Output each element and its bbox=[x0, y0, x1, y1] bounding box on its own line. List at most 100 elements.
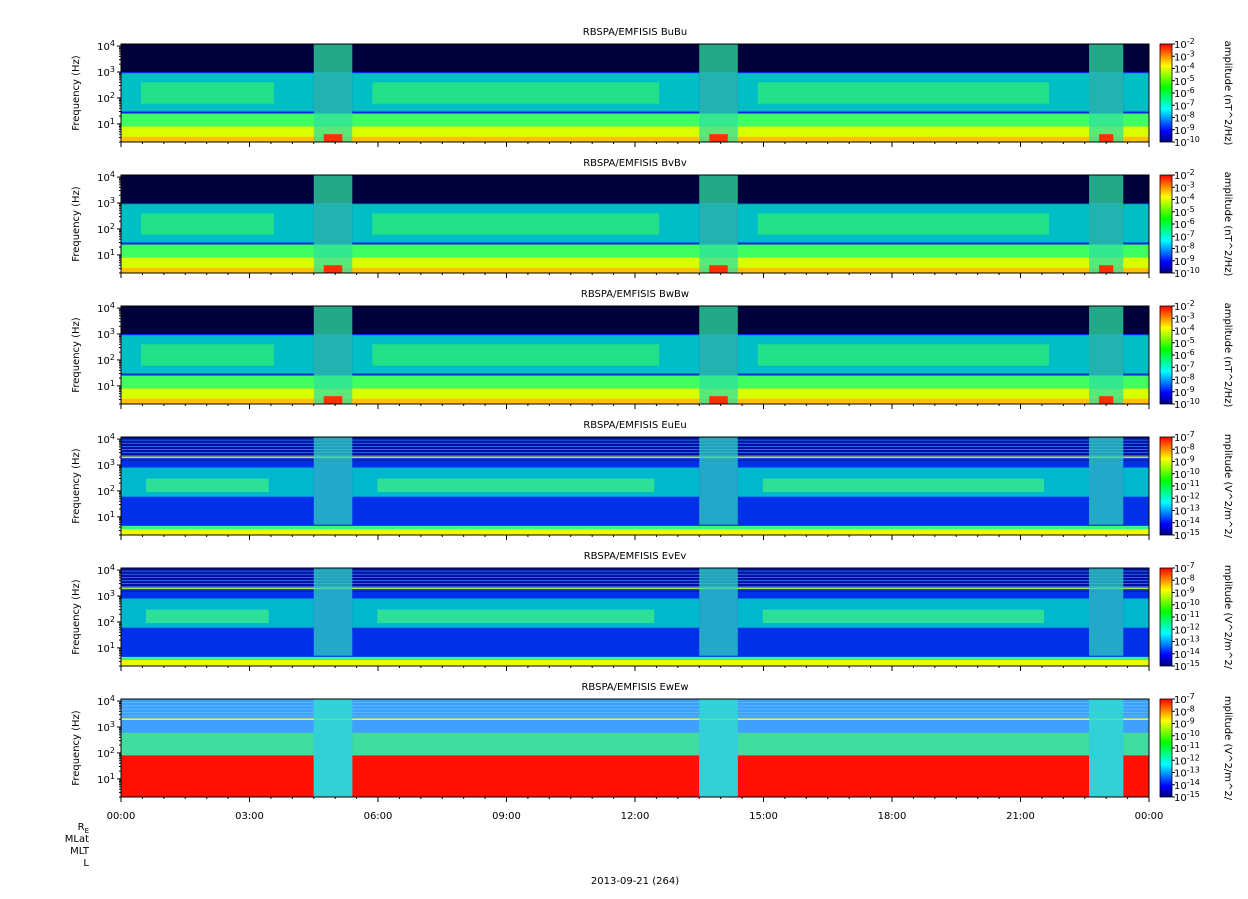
panel-title: RBSPA/EMFISIS BwBw bbox=[581, 289, 689, 300]
y-tick-label: 102 bbox=[97, 484, 115, 498]
colorbar-label: amplitude (nT^2/Hz) bbox=[1222, 172, 1233, 277]
ephemeris-label: MLT bbox=[70, 846, 90, 857]
colorbar-tick-label: 10-11 bbox=[1174, 610, 1200, 624]
colorbar-tick-label: 10-12 bbox=[1174, 622, 1200, 636]
y-tick-label: 103 bbox=[97, 458, 115, 472]
y-tick-label: 101 bbox=[97, 248, 115, 262]
colorbar-tick-label: 10-5 bbox=[1174, 74, 1195, 88]
colorbar-label: mplitude (V^2/m^2/ bbox=[1222, 434, 1233, 539]
y-tick-label: 104 bbox=[97, 170, 115, 184]
colorbar-tick-label: 10-7 bbox=[1174, 360, 1195, 374]
perigee-crossing bbox=[1089, 44, 1124, 142]
y-axis-label: Frequency (Hz) bbox=[71, 448, 82, 524]
perigee-crossing bbox=[1089, 699, 1124, 797]
colorbar-tick-label: 10-8 bbox=[1174, 704, 1195, 718]
y-tick-label: 101 bbox=[97, 117, 115, 131]
y-tick-label: 102 bbox=[97, 746, 115, 760]
colorbar bbox=[1159, 305, 1173, 405]
perigee-crossing bbox=[323, 396, 343, 404]
perigee-crossing bbox=[1099, 396, 1114, 404]
colorbar-tick-label: 10-3 bbox=[1174, 49, 1195, 63]
y-tick-label: 104 bbox=[97, 694, 115, 708]
colorbar-tick-label: 10-8 bbox=[1174, 111, 1195, 125]
colorbar-tick-label: 10-13 bbox=[1174, 504, 1200, 518]
x-tick-label: 03:00 bbox=[235, 811, 264, 822]
perigee-crossing bbox=[1089, 175, 1124, 273]
colorbar-tick-label: 10-10 bbox=[1174, 266, 1200, 280]
x-tick-label: 06:00 bbox=[364, 811, 393, 822]
perigee-crossing bbox=[313, 437, 353, 525]
y-tick-label: 101 bbox=[97, 772, 115, 786]
lf-band bbox=[121, 267, 1149, 273]
x-tick-label: 00:00 bbox=[1135, 811, 1164, 822]
hiss-core bbox=[146, 609, 269, 624]
colorbar-tick-label: 10-6 bbox=[1174, 348, 1195, 362]
colorbar-tick-label: 10-2 bbox=[1174, 37, 1195, 51]
noise-floor bbox=[121, 306, 1149, 334]
colorbar-tick-label: 10-6 bbox=[1174, 86, 1195, 100]
y-tick-label: 102 bbox=[97, 615, 115, 629]
y-tick-label: 101 bbox=[97, 641, 115, 655]
hiss-band bbox=[121, 732, 314, 756]
colorbar-tick-label: 10-9 bbox=[1174, 717, 1195, 731]
hiss-core bbox=[377, 609, 655, 624]
lf-band bbox=[121, 136, 1149, 142]
colorbar-label: amplitude (nT^2/Hz) bbox=[1222, 41, 1233, 146]
perigee-crossing bbox=[699, 44, 738, 142]
perigee-crossing bbox=[313, 175, 353, 273]
colorbar bbox=[1159, 436, 1173, 536]
colorbar-tick-label: 10-4 bbox=[1174, 193, 1195, 207]
colorbar-tick-label: 10-2 bbox=[1174, 299, 1195, 313]
perigee-crossing bbox=[1099, 265, 1114, 273]
hiss-core bbox=[141, 213, 274, 235]
lf-band bbox=[121, 113, 1149, 127]
colorbar-tick-label: 10-10 bbox=[1174, 729, 1200, 743]
colorbar-tick-label: 10-11 bbox=[1174, 479, 1200, 493]
lf-band bbox=[121, 656, 1149, 661]
colorbar-tick-label: 10-9 bbox=[1174, 586, 1195, 600]
y-tick-label: 104 bbox=[97, 432, 115, 446]
y-tick-label: 104 bbox=[97, 301, 115, 315]
y-axis-label: Frequency (Hz) bbox=[71, 55, 82, 131]
y-axis-label: Frequency (Hz) bbox=[71, 317, 82, 393]
spectrogram-image bbox=[121, 175, 1149, 273]
hiss-core bbox=[377, 478, 655, 493]
colorbar-tick-label: 10-11 bbox=[1174, 741, 1200, 755]
colorbar-tick-label: 10-12 bbox=[1174, 753, 1200, 767]
colorbar-tick-label: 10-7 bbox=[1174, 98, 1195, 112]
hiss-core bbox=[372, 344, 660, 366]
perigee-crossing bbox=[709, 265, 728, 273]
y-tick-label: 102 bbox=[97, 353, 115, 367]
colorbar-tick-label: 10-3 bbox=[1174, 180, 1195, 194]
date-label: 2013-09-21 (264) bbox=[591, 876, 679, 887]
perigee-crossing bbox=[1089, 568, 1124, 656]
perigee-crossing bbox=[313, 568, 353, 656]
colorbar-tick-label: 10-8 bbox=[1174, 442, 1195, 456]
y-tick-label: 103 bbox=[97, 589, 115, 603]
panel-title: RBSPA/EMFISIS BvBv bbox=[583, 158, 687, 169]
colorbar-tick-label: 10-14 bbox=[1174, 647, 1200, 661]
perigee-crossing bbox=[699, 306, 738, 404]
colorbar-tick-label: 10-13 bbox=[1174, 766, 1200, 780]
y-tick-label: 104 bbox=[97, 39, 115, 53]
y-tick-label: 101 bbox=[97, 379, 115, 393]
spectrogram-panel: RBSPA/EMFISIS EvEv 101 102 103 104 Frequency … bbox=[71, 551, 1233, 673]
colorbar-tick-label: 10-12 bbox=[1174, 491, 1200, 505]
perigee-crossing bbox=[323, 134, 343, 142]
x-tick-label: 18:00 bbox=[878, 811, 907, 822]
colorbar-tick-label: 10-9 bbox=[1174, 385, 1195, 399]
colorbar-tick-label: 10-15 bbox=[1174, 659, 1200, 673]
colorbar-tick-label: 10-7 bbox=[1174, 229, 1195, 243]
y-tick-label: 103 bbox=[97, 196, 115, 210]
hiss-band bbox=[1123, 732, 1149, 756]
y-tick-label: 102 bbox=[97, 91, 115, 105]
colorbar-tick-label: 10-5 bbox=[1174, 205, 1195, 219]
saturated-band bbox=[121, 755, 314, 797]
lf-band bbox=[121, 525, 1149, 530]
perigee-crossing bbox=[313, 699, 353, 797]
x-tick-label: 12:00 bbox=[621, 811, 650, 822]
colorbar-tick-label: 10-3 bbox=[1174, 311, 1195, 325]
y-axis-label: Frequency (Hz) bbox=[71, 186, 82, 262]
saturated-band bbox=[737, 755, 1090, 797]
